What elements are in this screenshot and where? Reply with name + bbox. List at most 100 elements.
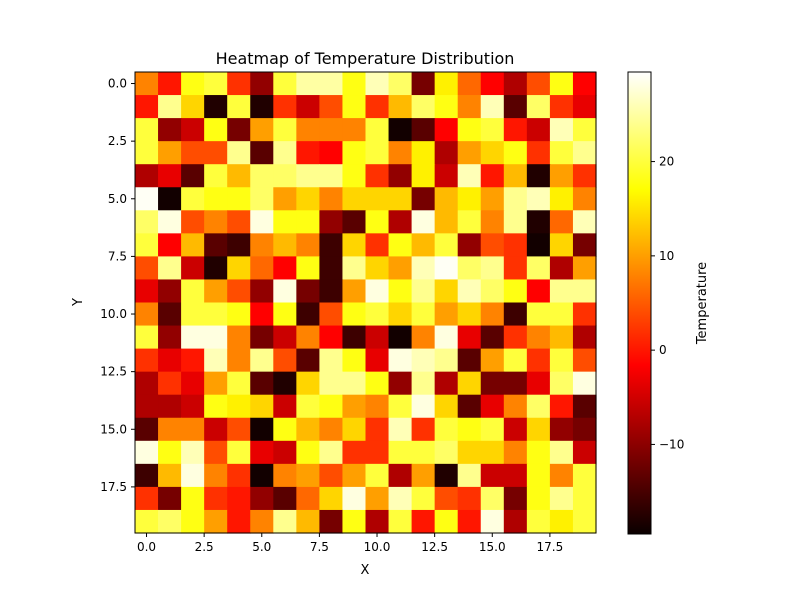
- heatmap-cell: [181, 417, 205, 442]
- y-tick-label: 15.0: [100, 422, 127, 436]
- heatmap-cell: [365, 256, 390, 281]
- heatmap-cell: [434, 325, 459, 350]
- heatmap-cell: [411, 256, 436, 281]
- heatmap-cell: [480, 486, 505, 511]
- heatmap-cell: [526, 394, 551, 419]
- heatmap-cell: [342, 72, 367, 96]
- heatmap-cell: [227, 279, 251, 304]
- heatmap-cell: [273, 509, 297, 534]
- heatmap-cell: [181, 509, 205, 534]
- heatmap-cell: [204, 486, 228, 511]
- heatmap-cell: [181, 348, 205, 373]
- colorbar-tick-label: 0: [659, 343, 667, 357]
- heatmap-cell: [250, 187, 274, 211]
- heatmap-cell: [549, 233, 574, 257]
- heatmap-cell: [365, 417, 390, 442]
- heatmap-cell: [273, 95, 297, 119]
- heatmap-cell: [227, 371, 251, 396]
- heatmap-cell: [135, 233, 159, 257]
- heatmap-cell: [296, 118, 320, 142]
- heatmap-cell: [319, 348, 344, 373]
- heatmap-cell: [572, 509, 597, 534]
- heatmap-cell: [480, 325, 505, 350]
- heatmap-cell: [204, 463, 228, 488]
- heatmap-cell: [296, 302, 320, 327]
- heatmap-cell: [204, 72, 228, 96]
- colorbar-tick-label: −10: [659, 437, 684, 451]
- heatmap-cell: [250, 325, 274, 350]
- heatmap-cell: [296, 95, 320, 119]
- heatmap-cell: [227, 463, 251, 488]
- heatmap-cell: [227, 118, 251, 142]
- heatmap-cell: [273, 210, 297, 234]
- heatmap-cell: [181, 394, 205, 419]
- heatmap-cell: [480, 463, 505, 488]
- heatmap-cell: [158, 302, 182, 327]
- heatmap-cell: [388, 256, 413, 281]
- heatmap-cell: [181, 463, 205, 488]
- heatmap-cell: [158, 95, 182, 119]
- heatmap-cell: [526, 325, 551, 350]
- heatmap-cell: [572, 164, 597, 188]
- heatmap-cell: [572, 348, 597, 373]
- heatmap-cell: [411, 417, 436, 442]
- heatmap-cell: [434, 371, 459, 396]
- heatmap-cell: [503, 141, 528, 165]
- heatmap-cell: [549, 95, 574, 119]
- heatmap-cell: [204, 164, 228, 188]
- heatmap-cell: [158, 463, 182, 488]
- heatmap-cell: [549, 302, 574, 327]
- heatmap-cell: [572, 256, 597, 281]
- heatmap-cell: [273, 256, 297, 281]
- heatmap-cell: [434, 233, 459, 257]
- heatmap-cell: [319, 509, 344, 534]
- heatmap-cell: [434, 417, 459, 442]
- heatmap-cell: [158, 187, 182, 211]
- heatmap-cell: [135, 509, 159, 534]
- heatmap-cell: [227, 141, 251, 165]
- heatmap-cell: [503, 233, 528, 257]
- heatmap-cell: [388, 509, 413, 534]
- heatmap-cell: [572, 463, 597, 488]
- heatmap-cell: [480, 210, 505, 234]
- heatmap-cell: [480, 233, 505, 257]
- y-tick-label: 12.5: [100, 365, 127, 379]
- heatmap-cell: [411, 394, 436, 419]
- heatmap-cell: [572, 279, 597, 304]
- heatmap-cell: [135, 463, 159, 488]
- heatmap-cell: [342, 118, 367, 142]
- heatmap-cell: [549, 164, 574, 188]
- heatmap-cell: [572, 440, 597, 465]
- heatmap-cell: [388, 463, 413, 488]
- heatmap-cell: [526, 72, 551, 96]
- heatmap-cell: [572, 486, 597, 511]
- heatmap-cell: [503, 118, 528, 142]
- heatmap-cell: [457, 164, 482, 188]
- heatmap-cell: [526, 302, 551, 327]
- heatmap-cell: [411, 233, 436, 257]
- heatmap-cell: [388, 72, 413, 96]
- heatmap-cell: [572, 118, 597, 142]
- heatmap-cell: [457, 233, 482, 257]
- heatmap-cell: [158, 141, 182, 165]
- colorbar-tick-label: 20: [659, 155, 674, 169]
- heatmap-cell: [388, 141, 413, 165]
- heatmap-cell: [273, 302, 297, 327]
- heatmap-cell: [135, 72, 159, 96]
- heatmap-cell: [434, 440, 459, 465]
- heatmap-cell: [273, 325, 297, 350]
- heatmap-cell: [319, 118, 344, 142]
- heatmap-cell: [411, 210, 436, 234]
- heatmap-cell: [526, 417, 551, 442]
- heatmap-cell: [204, 210, 228, 234]
- heatmap-cell: [503, 394, 528, 419]
- heatmap-cell: [273, 348, 297, 373]
- heatmap-cell: [227, 187, 251, 211]
- heatmap-cell: [549, 141, 574, 165]
- heatmap-cell: [388, 95, 413, 119]
- y-axis-ticks: 0.0 2.5 5.0 7.5 10.0 12.5 15.0 17.5: [100, 77, 135, 494]
- heatmap-cell: [135, 394, 159, 419]
- heatmap-cell: [549, 72, 574, 96]
- heatmap-cell: [158, 279, 182, 304]
- y-tick-label: 0.0: [108, 77, 127, 91]
